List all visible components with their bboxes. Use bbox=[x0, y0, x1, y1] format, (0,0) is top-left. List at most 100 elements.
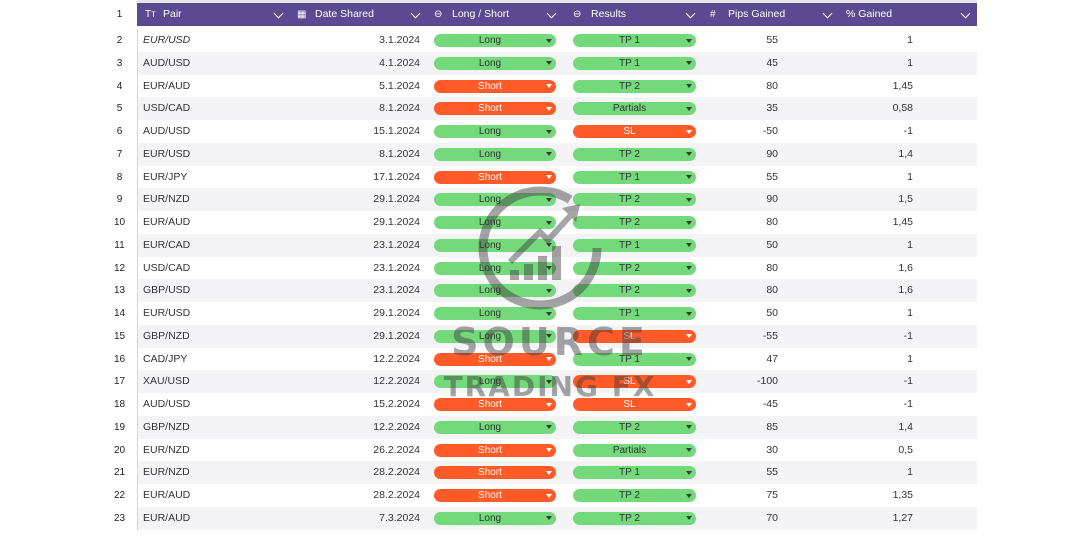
cell-pips-gained[interactable]: 85 bbox=[766, 420, 778, 433]
row-number[interactable]: 10 bbox=[102, 211, 138, 234]
dropdown-arrow-icon[interactable] bbox=[686, 266, 692, 270]
long-short-select[interactable]: Short bbox=[434, 398, 556, 411]
chevron-down-icon[interactable] bbox=[822, 8, 833, 19]
cell-pair[interactable]: XAU/USD bbox=[143, 375, 190, 388]
cell-percent-gained[interactable]: 1,4 bbox=[898, 420, 913, 433]
results-select[interactable]: TP 2 bbox=[573, 79, 696, 93]
cell-percent-gained[interactable]: -1 bbox=[903, 375, 913, 388]
dropdown-arrow-icon[interactable] bbox=[686, 448, 692, 452]
dropdown-arrow-icon[interactable] bbox=[686, 334, 692, 339]
cell-pair[interactable]: EUR/CAD bbox=[143, 238, 191, 251]
column-header-long-short[interactable]: ⊖ Long / Short bbox=[434, 3, 558, 26]
cell-date-shared[interactable]: 3.1.2024 bbox=[379, 34, 420, 46]
cell-pips-gained[interactable]: 50 bbox=[766, 307, 778, 319]
row-number[interactable]: 3 bbox=[102, 51, 138, 75]
long-short-select[interactable]: Long bbox=[434, 261, 556, 275]
cell-date-shared[interactable]: 28.2.2024 bbox=[373, 489, 420, 501]
cell-date-shared[interactable]: 23.1.2024 bbox=[373, 238, 420, 251]
cell-percent-gained[interactable]: -1 bbox=[903, 329, 913, 342]
cell-percent-gained[interactable]: 1,5 bbox=[898, 193, 913, 206]
cell-date-shared[interactable]: 12.2.2024 bbox=[373, 420, 420, 433]
dropdown-arrow-icon[interactable] bbox=[546, 266, 552, 270]
row-number[interactable]: 9 bbox=[102, 188, 138, 212]
cell-percent-gained[interactable]: 1 bbox=[907, 466, 913, 479]
row-number[interactable]: 13 bbox=[102, 279, 138, 303]
row-number[interactable]: 18 bbox=[102, 393, 138, 416]
dropdown-arrow-icon[interactable] bbox=[546, 470, 552, 475]
long-short-select[interactable]: Long bbox=[434, 193, 556, 207]
cell-date-shared[interactable]: 12.2.2024 bbox=[373, 375, 420, 388]
column-header-pair[interactable]: Tт Pair bbox=[145, 3, 285, 26]
cell-date-shared[interactable]: 29.1.2024 bbox=[373, 193, 420, 206]
results-select[interactable]: TP 2 bbox=[573, 147, 696, 161]
cell-percent-gained[interactable]: 1,6 bbox=[898, 284, 913, 297]
cell-pips-gained[interactable]: 70 bbox=[766, 511, 778, 524]
row-number[interactable]: 8 bbox=[102, 165, 138, 189]
cell-pair[interactable]: EUR/NZD bbox=[143, 466, 190, 479]
results-select[interactable]: TP 2 bbox=[573, 261, 696, 275]
cell-pair[interactable]: USD/CAD bbox=[143, 261, 191, 274]
cell-date-shared[interactable]: 15.2.2024 bbox=[373, 398, 420, 410]
long-short-select[interactable]: Short bbox=[434, 443, 556, 457]
cell-date-shared[interactable]: 5.1.2024 bbox=[379, 79, 420, 92]
cell-date-shared[interactable]: 12.2.2024 bbox=[373, 352, 420, 365]
cell-pair[interactable]: EUR/AUD bbox=[143, 489, 191, 501]
cell-pips-gained[interactable]: 90 bbox=[766, 147, 778, 160]
cell-pair[interactable]: USD/CAD bbox=[143, 102, 191, 115]
results-select[interactable]: TP 1 bbox=[573, 238, 696, 252]
cell-date-shared[interactable]: 23.1.2024 bbox=[373, 261, 420, 274]
cell-pair[interactable]: EUR/AUD bbox=[143, 511, 191, 524]
long-short-select[interactable]: Long bbox=[434, 375, 556, 389]
cell-percent-gained[interactable]: 1,6 bbox=[898, 261, 913, 274]
cell-percent-gained[interactable]: 1,45 bbox=[892, 216, 913, 228]
long-short-select[interactable]: Long bbox=[434, 511, 556, 525]
results-select[interactable]: SL bbox=[573, 125, 696, 138]
results-select[interactable]: SL bbox=[573, 375, 696, 389]
cell-percent-gained[interactable]: 1,4 bbox=[898, 147, 913, 160]
dropdown-arrow-icon[interactable] bbox=[686, 152, 692, 157]
long-short-select[interactable]: Short bbox=[434, 102, 556, 116]
cell-pips-gained[interactable]: 47 bbox=[766, 352, 778, 365]
dropdown-arrow-icon[interactable] bbox=[546, 220, 552, 225]
dropdown-arrow-icon[interactable] bbox=[686, 470, 692, 475]
dropdown-arrow-icon[interactable] bbox=[546, 38, 552, 43]
dropdown-arrow-icon[interactable] bbox=[546, 197, 552, 202]
dropdown-arrow-icon[interactable] bbox=[686, 106, 692, 111]
dropdown-arrow-icon[interactable] bbox=[546, 311, 552, 316]
dropdown-arrow-icon[interactable] bbox=[546, 288, 552, 293]
cell-pips-gained[interactable]: -45 bbox=[762, 398, 778, 410]
dropdown-arrow-icon[interactable] bbox=[686, 220, 692, 225]
results-select[interactable]: Partials bbox=[573, 102, 696, 116]
cell-date-shared[interactable]: 29.1.2024 bbox=[373, 216, 420, 228]
cell-percent-gained[interactable]: 1 bbox=[907, 238, 913, 251]
cell-pips-gained[interactable]: 75 bbox=[766, 489, 778, 501]
dropdown-arrow-icon[interactable] bbox=[546, 516, 552, 521]
long-short-select[interactable]: Long bbox=[434, 329, 556, 343]
cell-percent-gained[interactable]: -1 bbox=[903, 398, 913, 410]
long-short-select[interactable]: Long bbox=[434, 34, 556, 47]
dropdown-arrow-icon[interactable] bbox=[546, 448, 552, 452]
column-header-percent-gained[interactable]: % Gained bbox=[846, 3, 971, 26]
column-header-results[interactable]: ⊖ Results bbox=[573, 3, 697, 26]
row-number[interactable]: 21 bbox=[102, 461, 138, 485]
cell-pips-gained[interactable]: 80 bbox=[766, 261, 778, 274]
cell-date-shared[interactable]: 23.1.2024 bbox=[373, 284, 420, 297]
dropdown-arrow-icon[interactable] bbox=[686, 357, 692, 361]
long-short-select[interactable]: Short bbox=[434, 352, 556, 366]
cell-pips-gained[interactable]: 55 bbox=[766, 170, 778, 183]
results-select[interactable]: TP 2 bbox=[573, 284, 696, 298]
cell-percent-gained[interactable]: 0,58 bbox=[892, 102, 913, 115]
chevron-down-icon[interactable] bbox=[685, 8, 696, 19]
cell-pair[interactable]: EUR/AUD bbox=[143, 79, 191, 92]
dropdown-arrow-icon[interactable] bbox=[686, 288, 692, 293]
dropdown-arrow-icon[interactable] bbox=[546, 61, 552, 66]
cell-pips-gained[interactable]: 35 bbox=[766, 102, 778, 115]
row-number[interactable]: 7 bbox=[102, 142, 138, 166]
cell-percent-gained[interactable]: 1 bbox=[907, 34, 913, 46]
long-short-select[interactable]: Long bbox=[434, 284, 556, 298]
row-number[interactable]: 2 bbox=[102, 29, 138, 52]
dropdown-arrow-icon[interactable] bbox=[546, 243, 552, 248]
cell-date-shared[interactable]: 8.1.2024 bbox=[379, 102, 420, 115]
cell-pair[interactable]: AUD/USD bbox=[143, 125, 191, 137]
results-select[interactable]: SL bbox=[573, 329, 696, 343]
